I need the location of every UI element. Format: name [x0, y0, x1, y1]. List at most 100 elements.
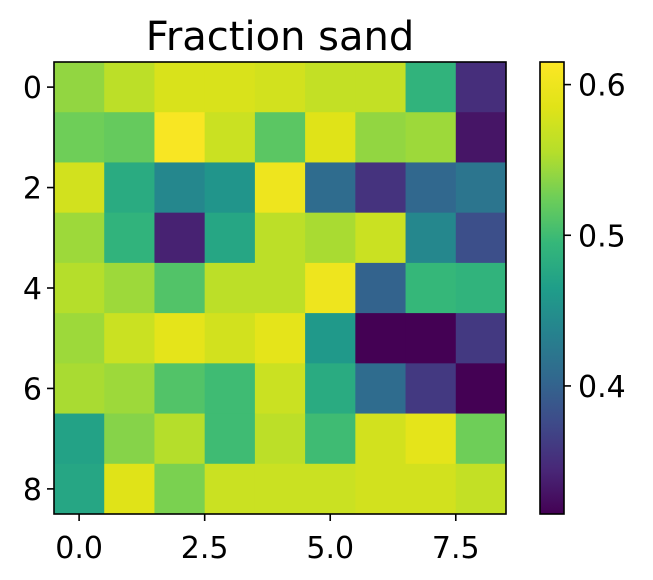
heatmap-cell: [204, 413, 256, 465]
colorbar-tick-label: 0.6: [578, 69, 626, 104]
heatmap-cell: [154, 463, 206, 515]
heatmap-cell: [104, 162, 155, 214]
colorbar-tick-label: 0.4: [578, 370, 626, 405]
heatmap-cell: [305, 463, 356, 515]
y-tick-label: 6: [23, 372, 42, 407]
heatmap-cell: [54, 62, 105, 113]
x-tick-label: 2.5: [181, 531, 229, 566]
heatmap-cell: [305, 413, 356, 465]
heatmap-cell: [405, 62, 457, 113]
heatmap-cell: [104, 112, 155, 163]
x-tick-label: 5.0: [306, 531, 354, 566]
heatmap-cell: [355, 313, 407, 364]
heatmap-cell: [455, 463, 507, 515]
heatmap-cell: [204, 212, 256, 264]
heatmap-cell: [455, 262, 507, 314]
heatmap-cell: [54, 112, 105, 163]
heatmap-cell: [204, 313, 256, 364]
heatmap-cell: [54, 363, 105, 415]
heatmap-cell: [204, 463, 256, 515]
heatmap-cell: [54, 463, 105, 515]
y-tick-label: 8: [23, 473, 42, 508]
heatmap-cell: [254, 112, 306, 163]
heatmap-cell: [305, 162, 356, 214]
heatmap-cell: [154, 313, 206, 364]
heatmap-cell: [305, 212, 356, 264]
heatmap-cells: [54, 62, 507, 515]
heatmap-cell: [154, 363, 206, 415]
heatmap-cell: [455, 363, 507, 415]
heatmap-cell: [154, 212, 206, 264]
heatmap-cell: [54, 262, 105, 314]
heatmap-cell: [455, 162, 507, 214]
heatmap-cell: [455, 112, 507, 163]
heatmap-cell: [305, 112, 356, 163]
heatmap-cell: [305, 313, 356, 364]
heatmap-cell: [355, 112, 407, 163]
heatmap-cell: [455, 413, 507, 465]
y-axis: 0 2 4 6 8: [23, 71, 54, 508]
colorbar-axis: 0.4 0.5 0.6: [564, 69, 626, 405]
heatmap-cell: [405, 262, 457, 314]
heatmap-cell: [154, 262, 206, 314]
heatmap-cell: [355, 162, 407, 214]
heatmap-cell: [54, 162, 105, 214]
heatmap-cell: [154, 162, 206, 214]
heatmap-cell: [405, 212, 457, 264]
heatmap-cell: [405, 162, 457, 214]
y-tick-label: 2: [23, 172, 42, 207]
heatmap-cell: [455, 212, 507, 264]
heatmap-cell: [204, 162, 256, 214]
x-axis: 0.0 2.5 5.0 7.5: [55, 514, 480, 566]
heatmap-cell: [104, 212, 155, 264]
heatmap-cell: [405, 313, 457, 364]
heatmap-cell: [254, 413, 306, 465]
heatmap-cell: [104, 262, 155, 314]
heatmap-cell: [254, 212, 306, 264]
heatmap-cell: [254, 313, 306, 364]
heatmap-cell: [54, 212, 105, 264]
colorbar-frame: [539, 61, 565, 515]
heatmap-cell: [455, 313, 507, 364]
colorbar: [540, 62, 564, 514]
heatmap-cell: [355, 463, 407, 515]
heatmap-cell: [405, 112, 457, 163]
heatmap-cell: [154, 413, 206, 465]
heatmap-cell: [254, 62, 306, 113]
colorbar-tick-label: 0.5: [578, 219, 626, 254]
y-tick-label: 0: [23, 71, 42, 106]
heatmap-cell: [204, 62, 256, 113]
heatmap-cell: [204, 112, 256, 163]
heatmap-cell: [154, 112, 206, 163]
heatmap-cell: [405, 363, 457, 415]
heatmap-cell: [355, 62, 407, 113]
heatmap-cell: [405, 463, 457, 515]
x-tick-label: 0.0: [55, 531, 103, 566]
heatmap-cell: [104, 413, 155, 465]
heatmap-cell: [355, 212, 407, 264]
heatmap-cell: [305, 262, 356, 314]
heatmap-cell: [355, 363, 407, 415]
heatmap-cell: [154, 62, 206, 113]
heatmap-cell: [104, 62, 155, 113]
heatmap-cell: [254, 262, 306, 314]
heatmap-cell: [104, 313, 155, 364]
heatmap-cell: [104, 463, 155, 515]
y-tick-label: 4: [23, 272, 42, 307]
heatmap-cell: [405, 413, 457, 465]
heatmap-cell: [355, 262, 407, 314]
heatmap-cell: [204, 363, 256, 415]
heatmap-cell: [305, 62, 356, 113]
heatmap-cell: [455, 62, 507, 113]
x-tick-label: 7.5: [432, 531, 480, 566]
heatmap-cell: [104, 363, 155, 415]
heatmap-cell: [254, 162, 306, 214]
heatmap-cell: [254, 463, 306, 515]
heatmap-cell: [305, 363, 356, 415]
chart-title: Fraction sand: [146, 14, 414, 60]
heatmap-cell: [54, 413, 105, 465]
heatmap-cell: [355, 413, 407, 465]
heatmap-cell: [254, 363, 306, 415]
heatmap-cell: [54, 313, 105, 364]
